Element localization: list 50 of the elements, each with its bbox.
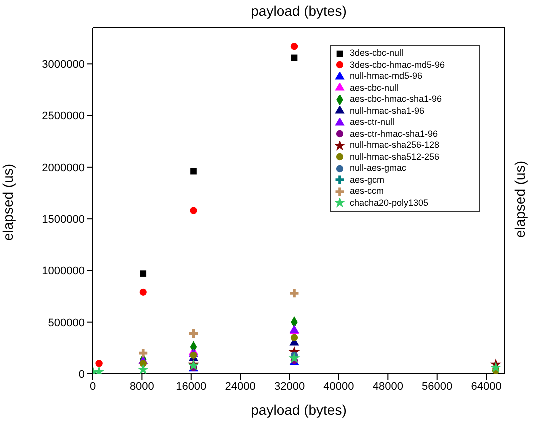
y-tick-label: 1000000 — [42, 266, 85, 278]
legend-label: null-hmac-sha512-256 — [350, 152, 440, 163]
point — [288, 352, 300, 364]
legend-label: aes-cbc-hmac-sha1-96 — [350, 94, 442, 106]
legend-label: aes-ctr-hmac-sha1-96 — [350, 128, 438, 140]
x-tick-label: 48000 — [372, 380, 404, 393]
y-tick-label: 1500000 — [42, 214, 85, 226]
legend-label: aes-ctr-null — [350, 117, 395, 128]
y-tick-label: 2000000 — [42, 162, 85, 174]
point — [190, 168, 197, 175]
x-tick-label: 0 — [90, 380, 96, 393]
legend-label: aes-gcm — [350, 174, 385, 186]
point — [140, 270, 147, 277]
x-tick-label: 64000 — [471, 380, 502, 393]
point — [140, 360, 147, 368]
x-tick-label: 56000 — [422, 380, 453, 393]
legend-label: aes-cbc-null — [350, 82, 399, 94]
point — [190, 329, 198, 338]
point — [291, 54, 298, 62]
legend-label: null-hmac-sha256-128 — [350, 140, 440, 152]
point — [139, 349, 148, 358]
legend-label: 3des-cbc-null — [350, 48, 404, 60]
y-tick-label: 2500000 — [42, 110, 85, 123]
legend-label: 3des-cbc-hmac-md5-96 — [350, 60, 446, 71]
point — [138, 364, 150, 374]
x-tick-label: 16000 — [176, 380, 207, 393]
point — [490, 362, 502, 373]
point — [190, 352, 198, 359]
x2-axis-title: payload (bytes) — [251, 2, 347, 19]
legend-label: null-hmac-md5-96 — [350, 71, 423, 82]
point — [140, 288, 147, 296]
legend-label: null-hmac-sha1-96 — [350, 106, 425, 117]
x-axis-title: payload (bytes) — [251, 402, 347, 418]
point — [96, 360, 103, 368]
y-axis-title: elapsed (us) — [0, 164, 16, 241]
point — [290, 43, 298, 50]
y2-axis-title: elapsed (us) — [512, 161, 528, 238]
legend-label: null-aes-gmac — [350, 163, 407, 174]
point — [290, 289, 299, 298]
y-tick-label: 500000 — [48, 317, 85, 330]
y-tick-label: 3000000 — [42, 59, 85, 72]
x-tick-label: 8000 — [130, 380, 154, 393]
x-tick-label: 40000 — [324, 380, 354, 393]
x-tick-label: 24000 — [225, 380, 256, 393]
point — [190, 207, 198, 214]
legend-label: chacha20-poly1305 — [350, 198, 429, 209]
y-tick-label: 0 — [78, 368, 85, 381]
legend-label: aes-ccm — [350, 186, 384, 198]
x-tick-label: 32000 — [274, 380, 306, 393]
point — [290, 334, 298, 342]
